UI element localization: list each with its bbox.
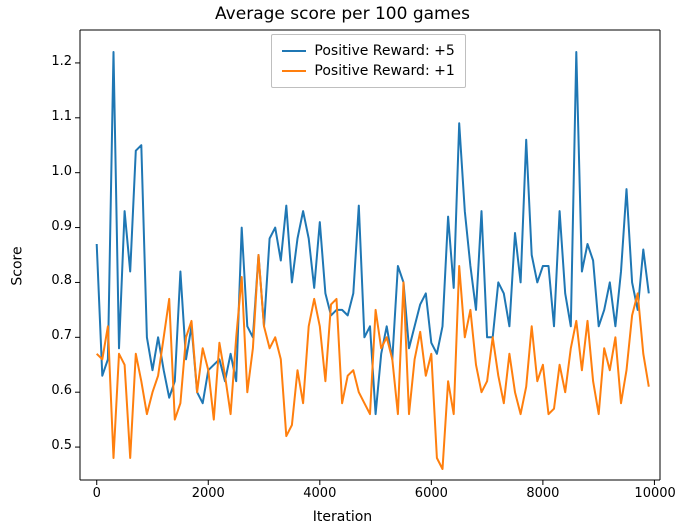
- chart-title: Average score per 100 games: [0, 4, 685, 24]
- x-tick-label: 8000: [523, 486, 563, 501]
- x-axis-label: Iteration: [0, 509, 685, 525]
- legend-item: Positive Reward: +1: [282, 61, 454, 81]
- x-tick-label: 0: [77, 486, 117, 501]
- y-tick-label: 0.5: [51, 438, 72, 453]
- chart-container: Average score per 100 games Score Iterat…: [0, 0, 685, 531]
- legend-swatch: [282, 70, 306, 72]
- y-tick-label: 1.1: [51, 109, 72, 124]
- legend-swatch: [282, 50, 306, 52]
- x-tick-label: 6000: [411, 486, 451, 501]
- y-tick-label: 0.9: [51, 219, 72, 234]
- y-tick-label: 0.6: [51, 383, 72, 398]
- legend-item: Positive Reward: +5: [282, 41, 454, 61]
- y-tick-label: 0.7: [51, 328, 72, 343]
- x-tick-label: 10000: [634, 486, 674, 501]
- y-axis-label: Score: [8, 0, 28, 531]
- y-tick-label: 1.0: [51, 164, 72, 179]
- legend: Positive Reward: +5Positive Reward: +1: [271, 34, 465, 88]
- legend-label: Positive Reward: +1: [314, 61, 454, 81]
- x-tick-label: 2000: [188, 486, 228, 501]
- legend-label: Positive Reward: +5: [314, 41, 454, 61]
- x-tick-label: 4000: [300, 486, 340, 501]
- y-tick-label: 0.8: [51, 273, 72, 288]
- y-tick-label: 1.2: [51, 54, 72, 69]
